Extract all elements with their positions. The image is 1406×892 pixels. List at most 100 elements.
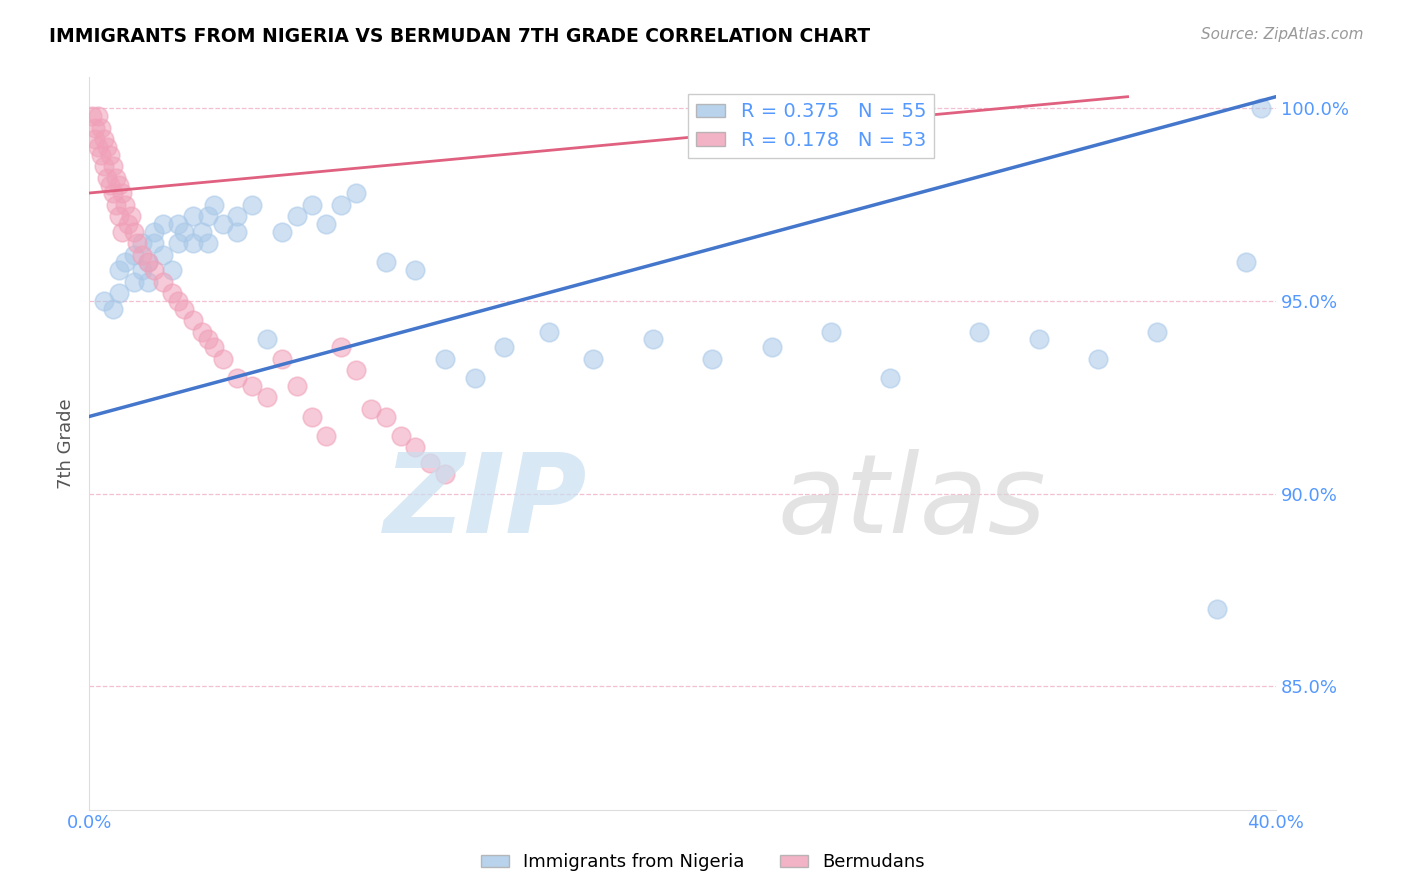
Point [344, 363, 367, 377]
Point [820, 325, 842, 339]
Point [761, 340, 783, 354]
Point [80, 109, 103, 123]
Point [330, 197, 353, 211]
Point [226, 371, 249, 385]
Point [111, 225, 134, 239]
Point [107, 263, 129, 277]
Point [271, 351, 294, 366]
Point [167, 217, 190, 231]
Point [360, 401, 382, 416]
Point [197, 209, 219, 223]
Point [1234, 255, 1257, 269]
Point [181, 209, 204, 223]
Point [285, 378, 308, 392]
Point [1028, 333, 1050, 347]
Point [152, 275, 174, 289]
Point [90, 120, 112, 135]
Point [202, 340, 225, 354]
Point [240, 197, 263, 211]
Text: Source: ZipAtlas.com: Source: ZipAtlas.com [1201, 27, 1364, 42]
Point [143, 225, 166, 239]
Point [271, 225, 294, 239]
Point [344, 186, 367, 200]
Point [434, 351, 457, 366]
Point [131, 236, 153, 251]
Point [98, 178, 121, 193]
Point [125, 236, 148, 251]
Point [226, 225, 249, 239]
Point [404, 441, 426, 455]
Point [256, 333, 278, 347]
Point [114, 255, 136, 269]
Point [167, 236, 190, 251]
Point [107, 178, 129, 193]
Point [641, 333, 664, 347]
Point [122, 225, 145, 239]
Text: IMMIGRANTS FROM NIGERIA VS BERMUDAN 7TH GRADE CORRELATION CHART: IMMIGRANTS FROM NIGERIA VS BERMUDAN 7TH … [49, 27, 870, 45]
Point [104, 197, 127, 211]
Point [131, 248, 153, 262]
Point [96, 140, 118, 154]
Point [173, 225, 195, 239]
Point [285, 209, 308, 223]
Text: ZIP: ZIP [384, 449, 588, 556]
Point [98, 147, 121, 161]
Point [374, 409, 396, 424]
Point [374, 255, 396, 269]
Point [202, 197, 225, 211]
Point [122, 248, 145, 262]
Point [1087, 351, 1109, 366]
Point [138, 255, 160, 269]
Point [93, 159, 115, 173]
Point [107, 209, 129, 223]
Point [211, 351, 233, 366]
Point [96, 170, 118, 185]
Point [702, 351, 724, 366]
Point [87, 109, 110, 123]
Point [879, 371, 901, 385]
Point [197, 333, 219, 347]
Point [226, 209, 249, 223]
Point [197, 236, 219, 251]
Point [122, 275, 145, 289]
Point [301, 409, 323, 424]
Point [582, 351, 605, 366]
Point [87, 140, 110, 154]
Point [419, 456, 441, 470]
Point [256, 390, 278, 404]
Point [537, 325, 560, 339]
Point [143, 263, 166, 277]
Point [107, 286, 129, 301]
Point [84, 120, 107, 135]
Point [143, 236, 166, 251]
Point [494, 340, 516, 354]
Point [152, 248, 174, 262]
Point [152, 217, 174, 231]
Point [389, 429, 412, 443]
Point [191, 325, 214, 339]
Legend: Immigrants from Nigeria, Bermudans: Immigrants from Nigeria, Bermudans [474, 847, 932, 879]
Point [84, 132, 107, 146]
Point [93, 132, 115, 146]
Point [167, 293, 190, 308]
Point [967, 325, 990, 339]
Y-axis label: 7th Grade: 7th Grade [58, 398, 75, 489]
Point [1250, 101, 1272, 115]
Point [104, 170, 127, 185]
Point [301, 197, 323, 211]
Point [101, 159, 124, 173]
Point [1205, 602, 1227, 616]
Point [191, 225, 214, 239]
Point [131, 263, 153, 277]
Point [181, 236, 204, 251]
Legend: R = 0.375   N = 55, R = 0.178   N = 53: R = 0.375 N = 55, R = 0.178 N = 53 [688, 95, 934, 158]
Point [101, 186, 124, 200]
Point [211, 217, 233, 231]
Point [117, 217, 139, 231]
Text: atlas: atlas [778, 449, 1046, 556]
Point [90, 147, 112, 161]
Point [240, 378, 263, 392]
Point [464, 371, 486, 385]
Point [111, 186, 134, 200]
Point [404, 263, 426, 277]
